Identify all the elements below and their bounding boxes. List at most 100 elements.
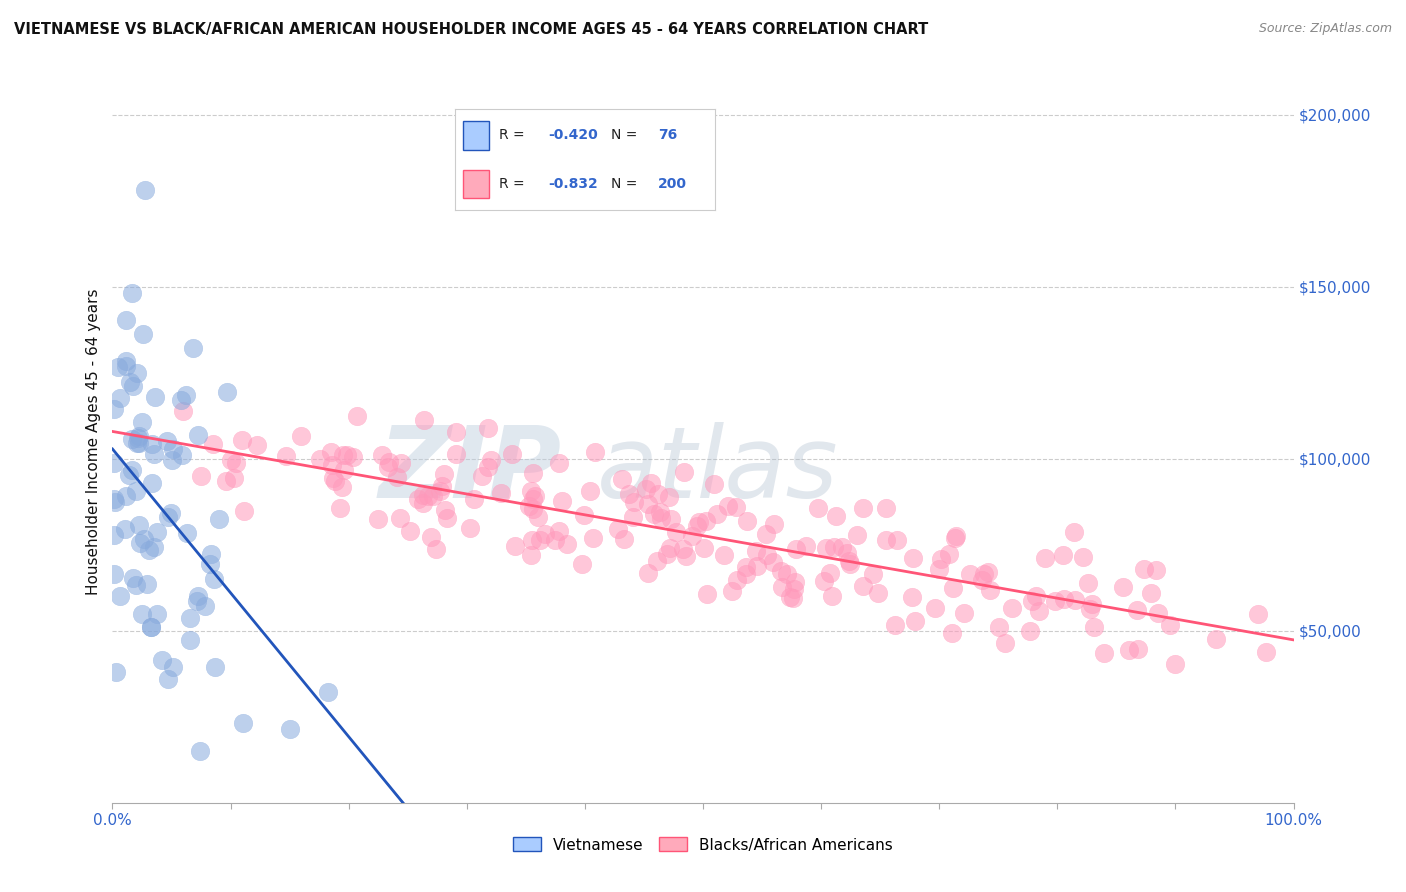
Point (643, 507, 665, 521)
Point (973, 566, 995, 581)
Point (125, 436, 148, 450)
Point (1112, 580, 1135, 594)
Legend: Vietnamese, Blacks/African Americans: Vietnamese, Blacks/African Americans (506, 830, 900, 860)
Point (607, 522, 630, 536)
Point (103, 401, 125, 416)
Point (346, 409, 368, 423)
Point (208, 511, 231, 525)
Point (491, 486, 513, 500)
Point (745, 544, 768, 558)
Point (194, 599, 217, 613)
Text: Source: ZipAtlas.com: Source: ZipAtlas.com (1258, 22, 1392, 36)
Point (1147, 606, 1170, 620)
Point (224, 471, 246, 485)
Point (419, 530, 441, 544)
Point (1019, 624, 1042, 638)
Point (128, 429, 150, 443)
Point (501, 447, 523, 461)
Point (1144, 563, 1167, 577)
Point (336, 448, 359, 462)
Point (814, 541, 837, 556)
Point (571, 557, 593, 571)
Point (1247, 607, 1270, 622)
Point (330, 480, 353, 494)
Point (188, 744, 211, 758)
Point (520, 548, 543, 562)
Point (1118, 643, 1140, 657)
Point (103, 528, 125, 542)
Point (422, 489, 444, 503)
Point (389, 510, 412, 524)
Point (522, 491, 544, 506)
Point (432, 479, 454, 493)
Point (824, 508, 846, 523)
Point (941, 626, 963, 640)
Point (659, 512, 682, 526)
Point (520, 484, 543, 499)
Point (1076, 575, 1098, 590)
Point (186, 594, 208, 608)
Point (1033, 551, 1056, 566)
Point (1078, 601, 1101, 615)
Point (884, 618, 907, 632)
Point (122, 571, 145, 585)
Point (645, 554, 668, 568)
Point (901, 551, 924, 566)
Point (125, 366, 148, 380)
Point (150, 652, 173, 666)
Point (1133, 562, 1156, 576)
Point (979, 582, 1001, 597)
Point (477, 460, 499, 475)
Point (120, 375, 142, 389)
Point (246, 438, 269, 452)
Point (321, 458, 343, 473)
Point (547, 456, 569, 470)
Point (332, 448, 354, 462)
Point (115, 313, 138, 327)
Point (1043, 594, 1066, 608)
Point (623, 495, 645, 509)
Point (412, 488, 434, 502)
Point (160, 506, 183, 520)
Point (187, 427, 209, 442)
Point (434, 503, 457, 517)
Point (399, 524, 422, 539)
Point (129, 535, 152, 549)
Point (290, 428, 312, 442)
Point (838, 557, 860, 571)
Point (145, 524, 167, 539)
Point (187, 589, 209, 603)
Point (1053, 592, 1076, 607)
Point (785, 541, 807, 556)
Point (970, 574, 993, 588)
Point (219, 453, 242, 467)
Point (529, 533, 551, 547)
Point (202, 572, 225, 586)
Point (831, 541, 853, 555)
Point (640, 476, 662, 491)
Point (232, 716, 254, 731)
Point (737, 514, 759, 528)
Point (522, 502, 544, 516)
Point (170, 393, 193, 408)
Text: atlas: atlas (596, 422, 838, 519)
Point (202, 436, 225, 450)
Point (1001, 600, 1024, 615)
Point (782, 591, 804, 605)
Point (551, 494, 574, 508)
Point (139, 619, 162, 633)
Point (329, 501, 352, 516)
Point (115, 354, 138, 368)
Point (1205, 632, 1227, 646)
Point (274, 450, 297, 464)
Point (543, 533, 565, 547)
Point (1083, 620, 1105, 634)
Point (121, 463, 143, 477)
Point (637, 497, 659, 511)
Point (783, 582, 806, 596)
Point (131, 415, 153, 429)
Point (770, 580, 793, 594)
Point (200, 548, 222, 562)
Point (309, 451, 332, 466)
Point (232, 504, 254, 518)
